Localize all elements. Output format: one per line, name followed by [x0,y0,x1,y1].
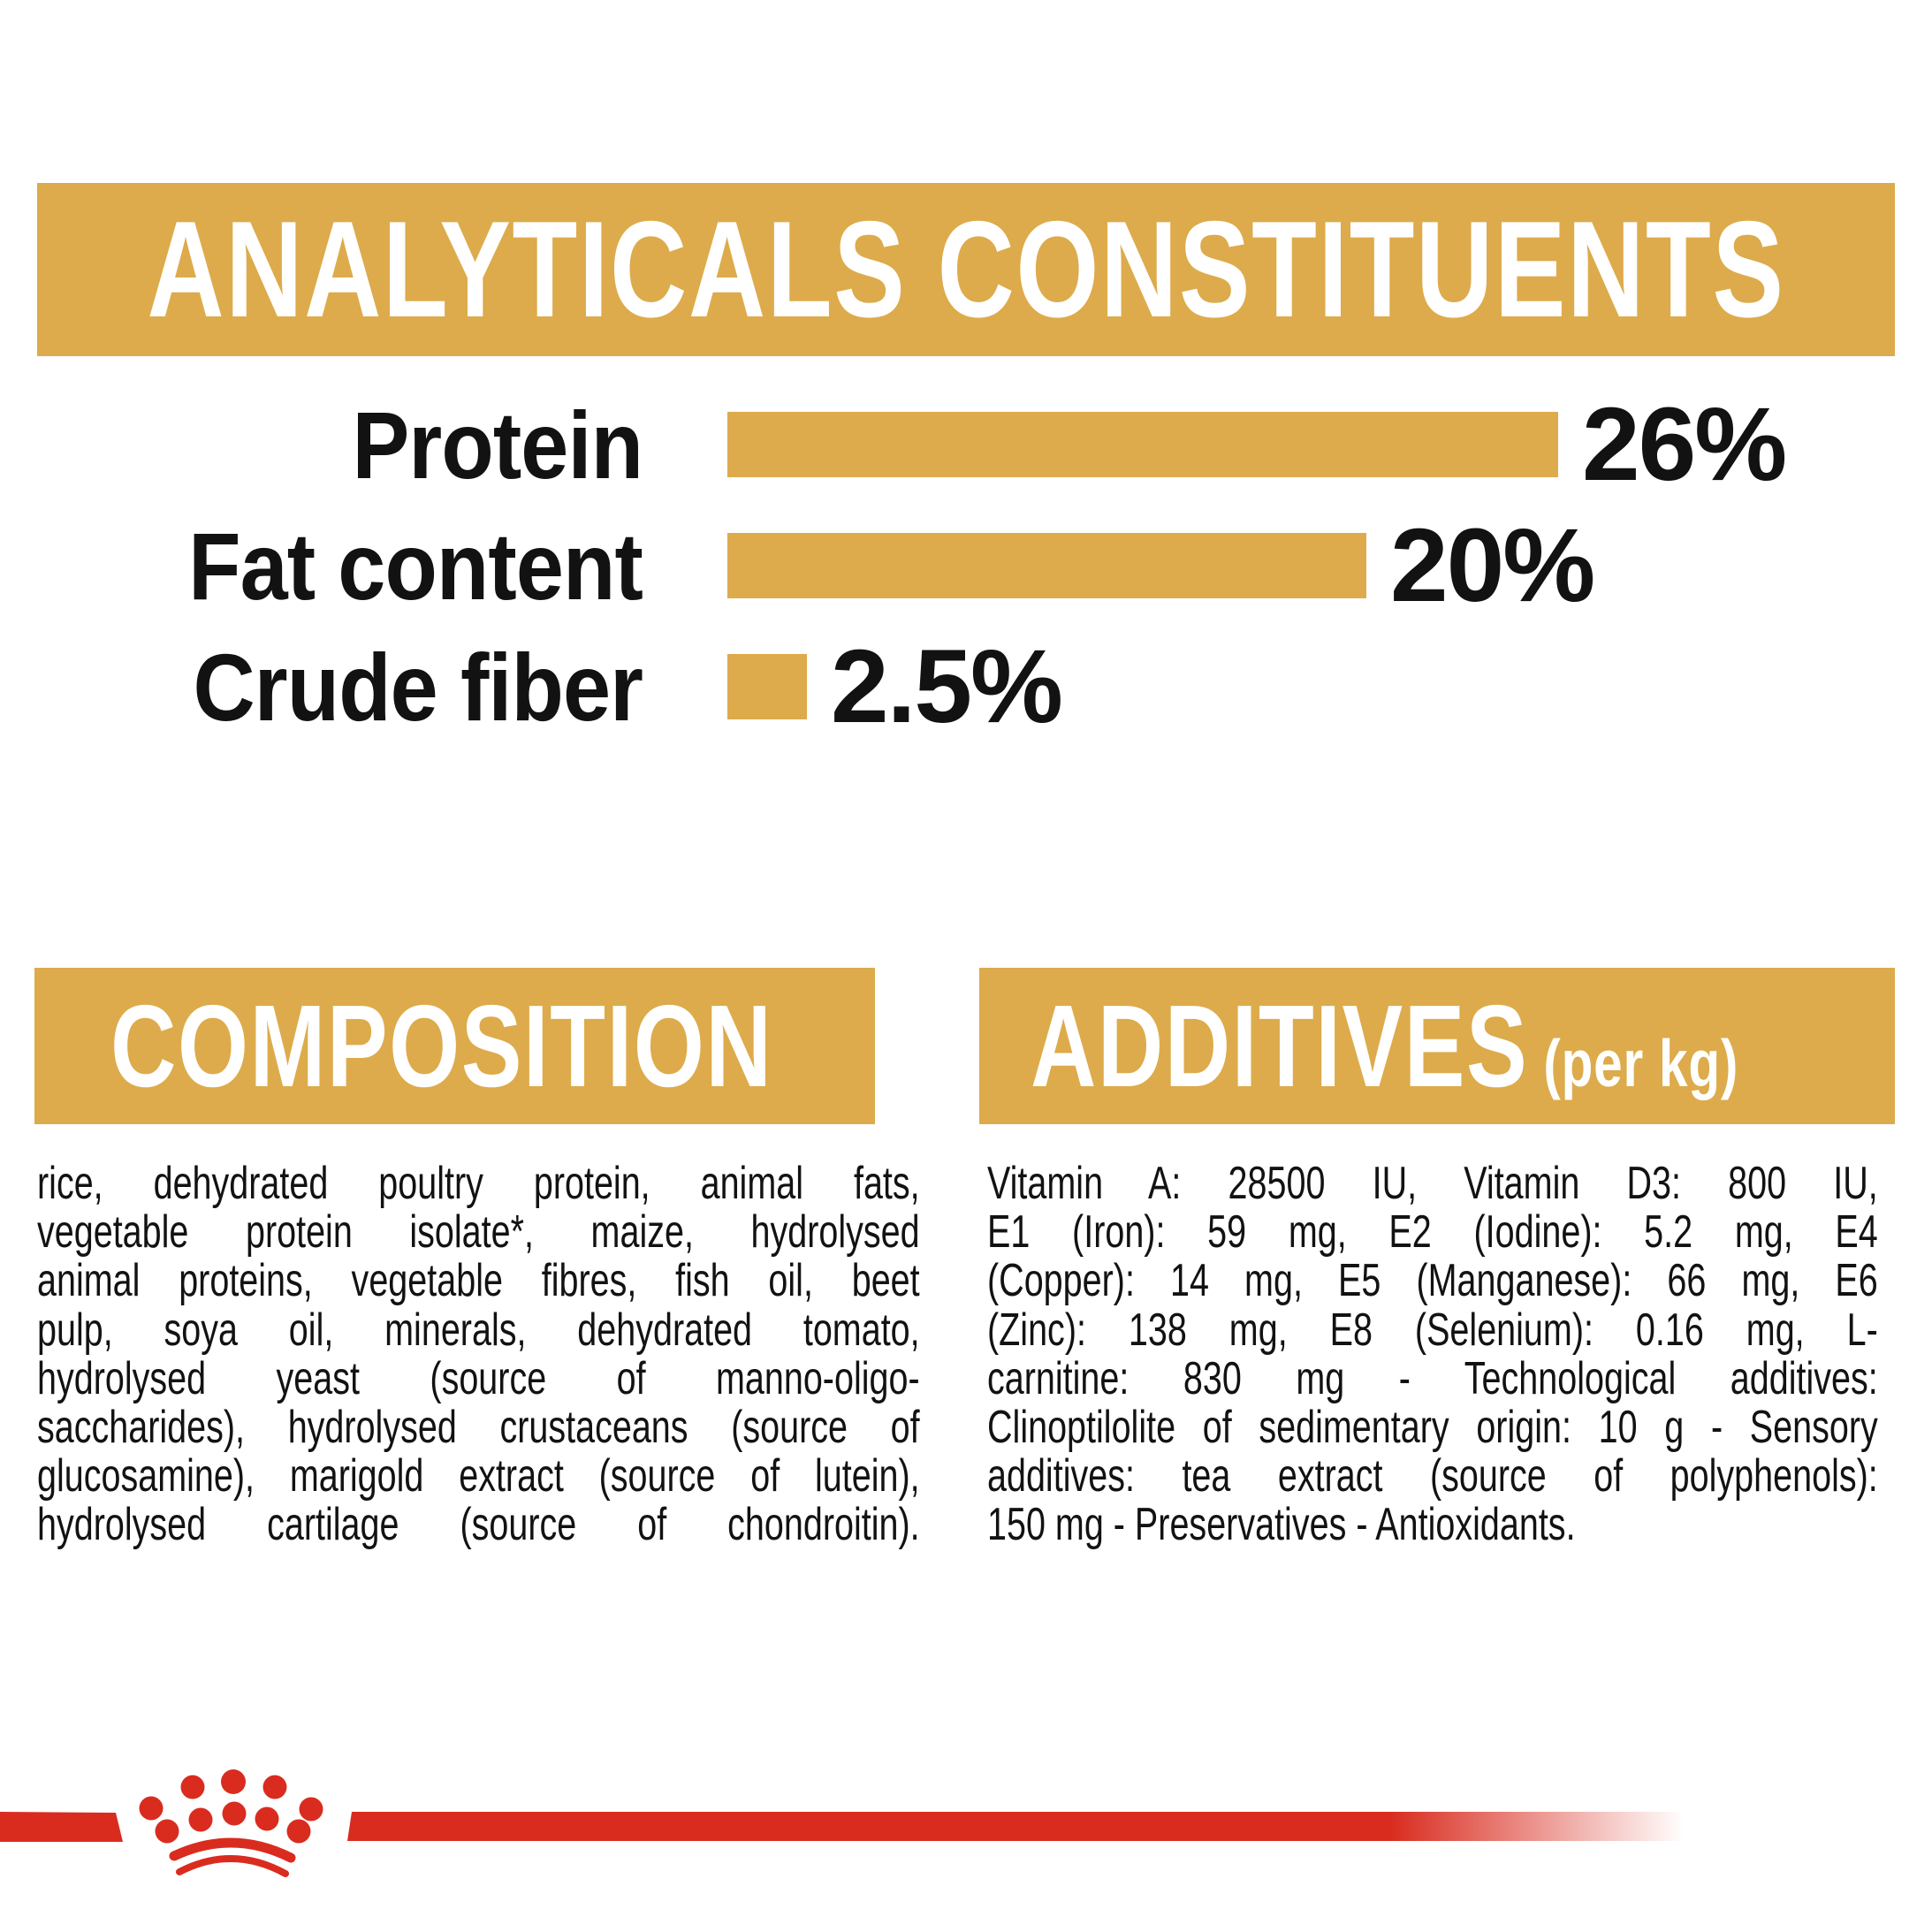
page-title: ANALYTICALS CONSTITUENTS [147,193,1785,346]
crown-dots [139,1769,323,1844]
text-line: hydrolysed yeast (source of manno-oligo- [37,1352,920,1404]
chart-bar-label: Fat content [188,512,643,620]
text-line: saccharides), hydrolysed crustaceans (so… [37,1402,920,1454]
chart-bar-value: 26% [1582,386,1787,503]
chart-bar [727,412,1558,477]
chart-bar-label: Protein [352,391,643,498]
text-line: Clinoptilolite of sedimentary origin: 10… [987,1402,1878,1454]
text-line: vegetable protein isolate*, maize, hydro… [37,1206,920,1259]
chart-bar [727,654,807,719]
text-line: additives: tea extract (source of polyph… [987,1450,1878,1502]
text-line: animal proteins, vegetable fibres, fish … [37,1255,920,1307]
brand-stripe-right [347,1812,1684,1841]
text-line: pulp, soya oil, minerals, dehydrated tom… [37,1304,920,1356]
text-line: (Zinc): 138 mg, E8 (Selenium): 0.16 mg, … [987,1304,1878,1356]
analyticals-chart: Protein 26% Fat content 20% Crude fiber 2.5% [0,0,1932,795]
royal-canin-crown-logo [0,1769,1684,1877]
composition-heading: COMPOSITION [110,981,773,1111]
composition-banner: COMPOSITION [34,968,875,1124]
text-line: carnitine: 830 mg - Technological additi… [987,1352,1878,1404]
crown-arcs [169,1837,296,1877]
footer [0,1754,1932,1932]
text-line: hydrolysed cartilage (source of chondroi… [37,1499,920,1551]
additives-heading-main: ADDITIVES [1031,981,1529,1111]
text-line: (Copper): 14 mg, E5 (Manganese): 66 mg, … [987,1255,1878,1307]
chart-bar-value: 2.5% [831,628,1063,745]
text-line: 150 mg - Preservatives - Antioxidants. [987,1499,1576,1551]
chart-bar-value: 20% [1390,507,1595,624]
additives-heading-perkg: (per kg) [1543,1026,1739,1100]
header-banner: ANALYTICALS CONSTITUENTS [37,183,1895,356]
text-line: glucosamine), marigold extract (source o… [37,1450,920,1502]
additives-heading: ADDITIVES (per kg) [1031,979,1738,1113]
chart-bar-label: Crude fiber [193,633,643,741]
additives-text: Vitamin A: 28500 IU, Vitamin D3: 800 IU,… [987,1158,1878,1551]
text-line: E1 (Iron): 59 mg, E2 (Iodine): 5.2 mg, E… [987,1206,1878,1259]
brand-stripe-left [0,1812,123,1842]
text-line: rice, dehydrated poultry protein, animal… [37,1158,920,1209]
additives-banner: ADDITIVES (per kg) [979,968,1895,1124]
text-line: Vitamin A: 28500 IU, Vitamin D3: 800 IU, [987,1158,1878,1209]
chart-bar [727,533,1366,598]
composition-text: rice, dehydrated poultry protein, animal… [37,1158,920,1551]
